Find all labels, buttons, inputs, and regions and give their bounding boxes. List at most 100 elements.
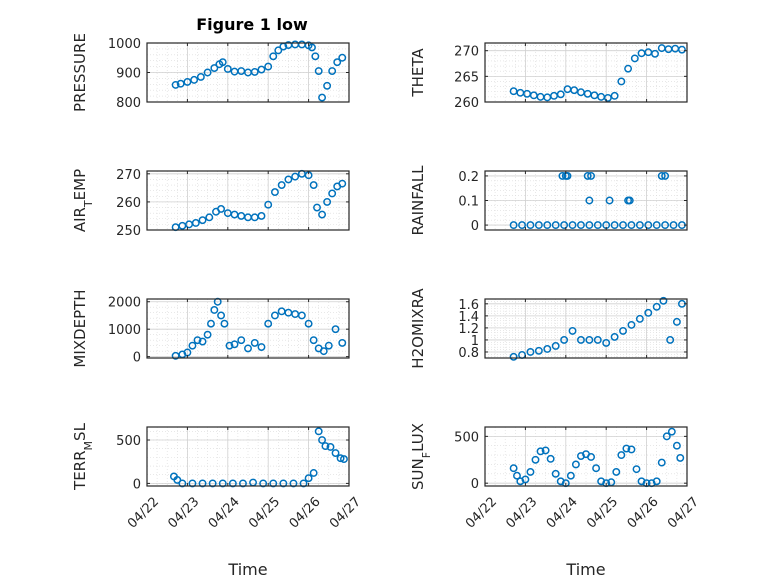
data-point [274, 46, 283, 55]
data-point [217, 311, 226, 320]
data-point [593, 335, 602, 344]
data-point [610, 221, 619, 230]
y-tick-label: 0 [133, 477, 141, 492]
y-axis-label: H2OMIXRA [409, 288, 427, 369]
axes-box [146, 426, 350, 487]
data-point [309, 336, 318, 345]
data-point [652, 221, 661, 230]
data-point [198, 337, 207, 346]
y-tick-label: 270 [454, 45, 479, 60]
data-point [657, 171, 666, 180]
data-point [627, 445, 636, 454]
data-point [223, 65, 232, 73]
data-point [583, 171, 592, 180]
data-point [627, 320, 636, 329]
data-point [666, 335, 675, 344]
data-point [205, 213, 214, 222]
y-axis-label: SUNFLUX [409, 423, 433, 490]
data-point [207, 319, 215, 328]
data-point [587, 171, 595, 180]
data-point [338, 53, 347, 62]
subplot-pressure: 800 900 1000 PRESSURE [71, 33, 350, 112]
y-axis-label: AIRTEMP [71, 169, 95, 232]
data-point [672, 441, 681, 450]
x-axis-label: Time [227, 560, 267, 579]
data-point [577, 335, 585, 344]
data-point [250, 67, 259, 76]
data-point [534, 346, 543, 355]
y-tick-label: 0 [133, 351, 141, 366]
data-point [311, 52, 320, 61]
data-point [304, 319, 313, 328]
data-point [551, 221, 560, 230]
data-point [612, 468, 621, 476]
data-point [196, 72, 205, 81]
data-point [568, 326, 577, 335]
data-point [630, 54, 639, 63]
y-tick-label: 265 [454, 70, 479, 85]
data-point [570, 86, 579, 95]
data-point [531, 455, 540, 464]
data-point [558, 171, 567, 180]
data-point [230, 340, 239, 349]
data-point [644, 308, 653, 317]
data-point [546, 454, 555, 463]
data-point [210, 306, 219, 314]
axes-background [147, 299, 349, 358]
data-point [526, 348, 535, 356]
data-point [603, 93, 612, 102]
y-tick-label: 900 [116, 67, 141, 82]
data-point [313, 203, 321, 212]
y-tick-label: 270 [116, 168, 141, 183]
y-axis-label: PRESSURE [71, 33, 89, 112]
data-point [264, 62, 273, 71]
axes-box [146, 298, 350, 359]
subplot-rainfall: 0 0.1 0.2 RAINFALL [409, 165, 688, 235]
data-point [652, 477, 661, 486]
data-point [308, 43, 316, 52]
data-point [556, 90, 565, 99]
data-point [571, 460, 580, 469]
subplot-h2omixra: 0.811.21.41.6 H2OMIXRA [409, 288, 688, 369]
subplot-air-temp: 250 260 270 AIRTEMP [71, 168, 350, 239]
data-point [593, 221, 602, 230]
y-tick-label: 0.2 [458, 170, 479, 185]
data-point [624, 64, 633, 73]
data-point [543, 221, 552, 230]
data-point [218, 58, 227, 67]
data-point [617, 451, 626, 460]
y-tick-label: 500 [454, 430, 479, 445]
data-point [314, 427, 323, 436]
data-point [257, 65, 266, 74]
data-point [257, 343, 266, 351]
data-point [627, 221, 636, 230]
y-tick-label: 260 [116, 196, 141, 211]
data-point [605, 196, 614, 205]
data-point [191, 219, 200, 227]
data-point [644, 221, 653, 230]
y-axis-label: TERRMSL [71, 422, 95, 491]
data-point [318, 436, 327, 444]
y-tick-label: 0 [471, 477, 479, 492]
data-point [270, 311, 279, 320]
data-point [669, 221, 678, 230]
data-point [304, 474, 313, 483]
data-point [225, 341, 234, 350]
data-point [568, 221, 577, 230]
data-point [269, 52, 278, 61]
data-point [284, 175, 293, 184]
data-point [323, 197, 332, 206]
data-point [534, 221, 543, 230]
data-point [585, 196, 594, 205]
data-point [518, 221, 526, 230]
data-point [297, 311, 306, 320]
data-point [662, 432, 671, 441]
data-point [210, 64, 219, 73]
subplot-mixdepth: 0 1000 2000 MIXDEPTH [71, 289, 350, 368]
y-tick-label: 800 [116, 96, 141, 111]
data-point [333, 58, 342, 67]
data-point [560, 221, 569, 230]
data-point [617, 77, 626, 86]
data-point [176, 79, 185, 88]
